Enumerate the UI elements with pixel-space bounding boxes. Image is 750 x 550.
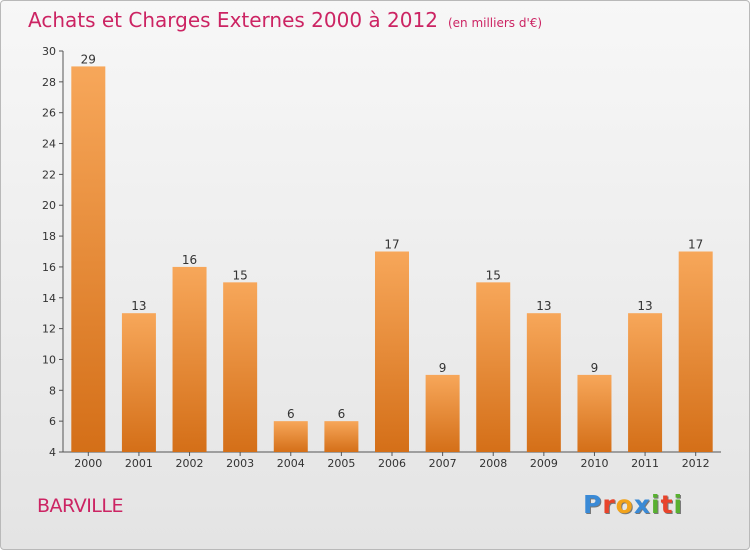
y-tick-label: 22 xyxy=(42,168,56,181)
y-tick-label: 26 xyxy=(42,107,56,120)
x-tick-label: 2000 xyxy=(74,457,102,470)
x-tick-label: 2001 xyxy=(125,457,153,470)
logo-letter: t xyxy=(660,490,674,519)
data-label: 13 xyxy=(536,299,551,313)
bar xyxy=(172,266,207,452)
bar xyxy=(425,374,460,452)
data-label: 17 xyxy=(688,238,703,252)
x-tick-label: 2009 xyxy=(530,457,558,470)
logo-letter: x xyxy=(633,490,651,519)
data-label: 29 xyxy=(81,52,96,66)
bar xyxy=(628,313,663,452)
data-label: 15 xyxy=(233,268,248,282)
town-name: BARVILLE xyxy=(37,495,123,517)
x-tick-label: 2011 xyxy=(631,457,659,470)
proxiti-logo: Proxiti xyxy=(583,490,683,519)
y-tick-label: 16 xyxy=(42,261,56,274)
data-label: 6 xyxy=(338,407,346,421)
data-label: 17 xyxy=(384,238,399,252)
x-tick-label: 2003 xyxy=(226,457,254,470)
y-tick-label: 30 xyxy=(42,45,56,58)
y-tick-label: 10 xyxy=(42,353,56,366)
logo-letter: i xyxy=(673,490,684,519)
y-tick-label: 28 xyxy=(42,76,56,89)
chart-title-block: Achats et Charges Externes 2000 à 2012 (e… xyxy=(28,8,542,32)
y-tick-label: 6 xyxy=(49,415,56,428)
x-tick-label: 2002 xyxy=(176,457,204,470)
y-tick-label: 4 xyxy=(49,446,56,459)
x-tick-label: 2007 xyxy=(429,457,457,470)
chart-title: Achats et Charges Externes 2000 à 2012 xyxy=(28,8,438,32)
x-tick-label: 2008 xyxy=(479,457,507,470)
y-tick-label: 18 xyxy=(42,230,56,243)
logo-letter: P xyxy=(583,490,603,519)
data-label: 9 xyxy=(591,361,599,375)
y-tick-label: 14 xyxy=(42,292,56,305)
bar xyxy=(577,374,612,452)
x-tick-label: 2005 xyxy=(327,457,355,470)
bar xyxy=(71,66,106,452)
logo-letter: r xyxy=(602,490,616,519)
data-label: 13 xyxy=(637,299,652,313)
logo-letter: o xyxy=(615,490,634,519)
bar xyxy=(526,313,561,452)
bar xyxy=(223,282,258,452)
chart-unit: (en milliers d'€) xyxy=(447,16,543,30)
data-label: 9 xyxy=(439,361,447,375)
data-label: 15 xyxy=(486,268,501,282)
bar xyxy=(324,421,359,452)
data-label: 16 xyxy=(182,253,197,267)
x-tick-label: 2006 xyxy=(378,457,406,470)
data-label: 13 xyxy=(131,299,146,313)
data-label: 6 xyxy=(287,407,295,421)
bar xyxy=(273,421,308,452)
y-tick-label: 8 xyxy=(49,384,56,397)
y-tick-label: 24 xyxy=(42,138,56,151)
logo-letter: i xyxy=(651,490,661,519)
bar xyxy=(375,251,409,452)
bar xyxy=(121,313,156,452)
y-tick-label: 12 xyxy=(42,323,56,336)
x-tick-label: 2012 xyxy=(682,457,710,470)
x-tick-label: 2010 xyxy=(580,457,608,470)
x-tick-label: 2004 xyxy=(277,457,305,470)
bar xyxy=(476,282,511,452)
bar xyxy=(678,251,713,452)
y-tick-label: 20 xyxy=(42,199,56,212)
